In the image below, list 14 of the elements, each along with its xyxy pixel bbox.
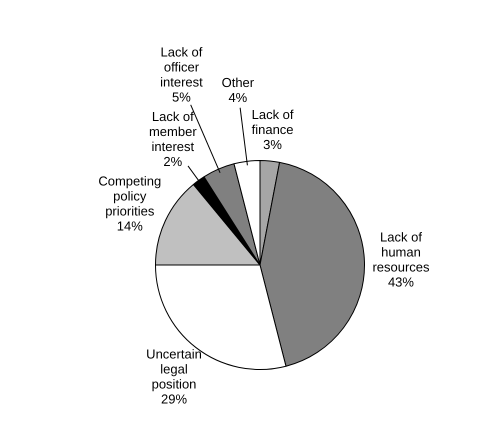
slice-label: Uncertain legal position [146,346,202,392]
data-label: 14% [116,218,144,234]
slice-label: Other [222,74,255,90]
slice-label: Competing policy priorities [98,173,162,218]
slice-label: Lack of human resources [372,230,430,275]
data-label: 3% [263,137,282,152]
data-label: 43% [388,274,414,290]
data-label: 5% [172,90,192,105]
data-label: 4% [228,90,248,105]
slice-label: Lack of member interest [148,109,198,154]
slice-label: Lack of finance [252,107,294,138]
data-label: 2% [163,154,183,170]
data-label: 29% [160,392,188,407]
slice-label: Lack of officer interest [160,44,204,90]
